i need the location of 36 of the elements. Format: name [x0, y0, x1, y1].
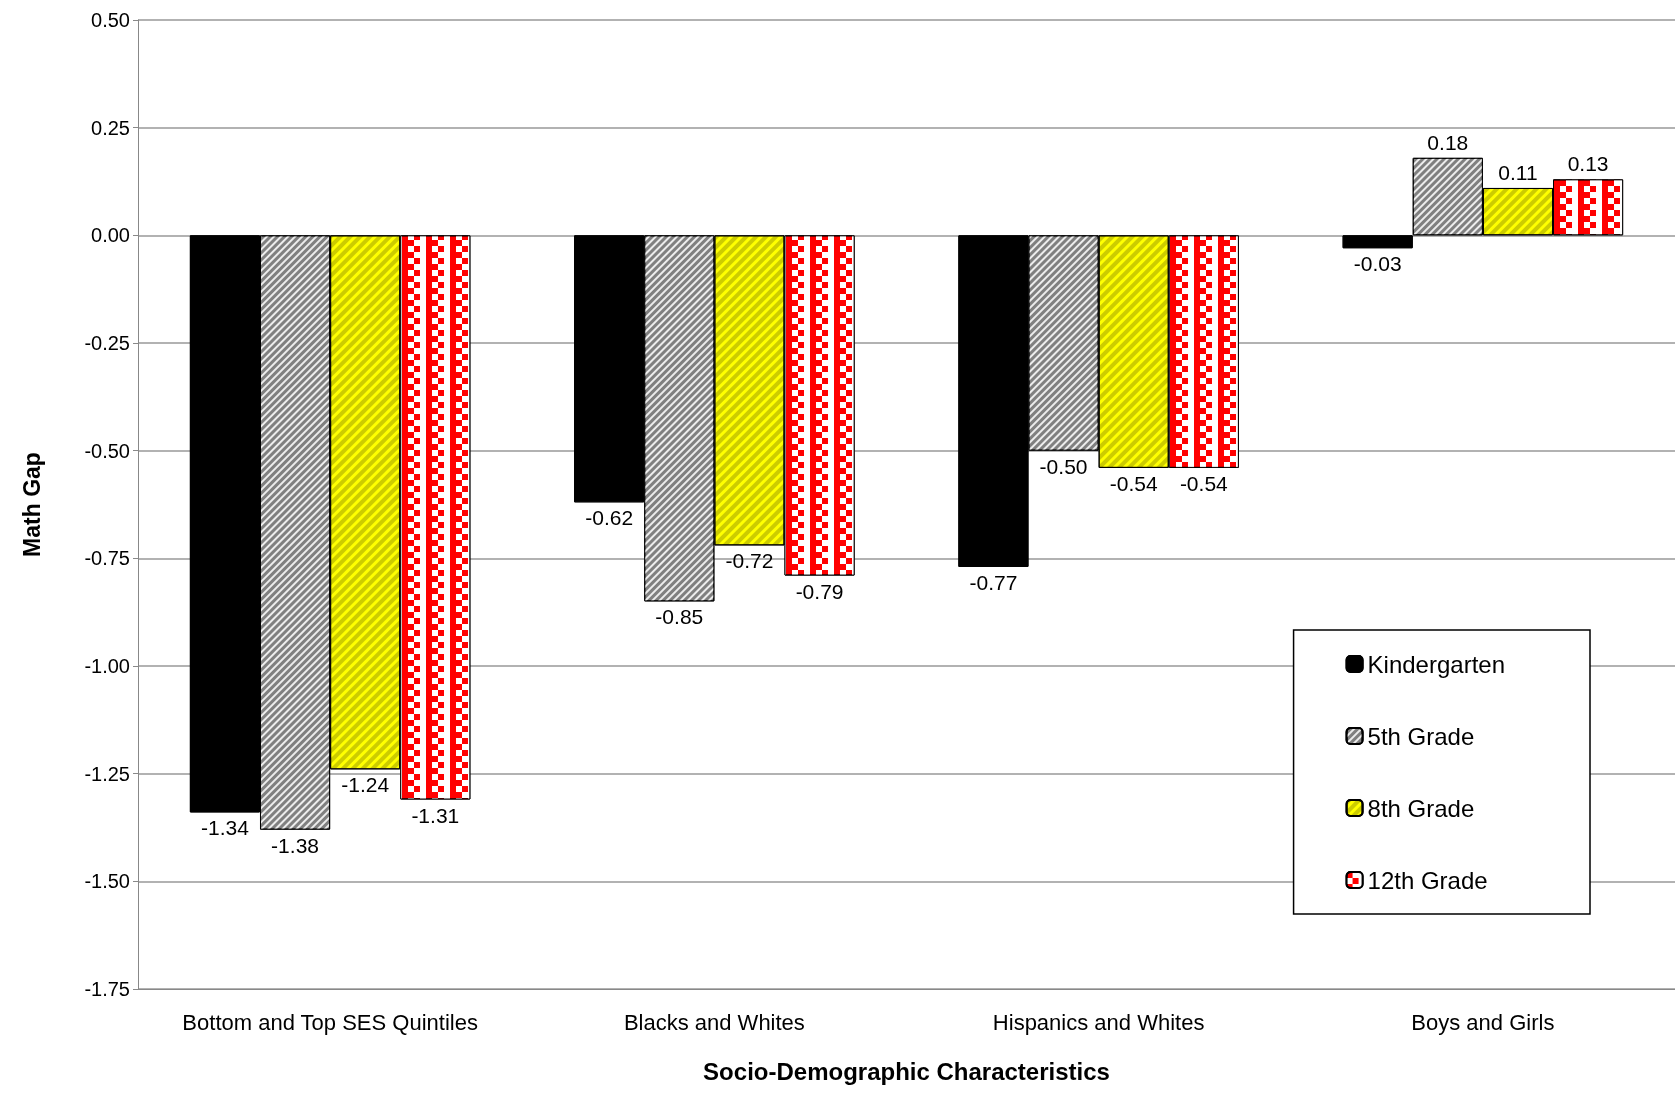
- data-label: 0.11: [1498, 160, 1538, 184]
- data-label: -0.79: [795, 579, 844, 603]
- y-tick-label: -1.50: [84, 870, 130, 893]
- y-axis-title: Math Gap: [18, 452, 45, 557]
- y-tick-label: -1.75: [84, 978, 130, 1000]
- data-label: -0.77: [969, 570, 1018, 594]
- y-tick-label: 0.25: [91, 116, 130, 139]
- y-tick-label: -0.25: [84, 332, 130, 354]
- x-axis-title: Socio-Demographic Characteristics: [703, 1057, 1110, 1085]
- legend-label: 12th Grade: [1367, 866, 1488, 894]
- y-tick-label: -0.50: [84, 439, 130, 462]
- x-tick-label: Blacks and Whites: [623, 1009, 805, 1035]
- data-label: -0.54: [1109, 471, 1158, 495]
- data-label: -0.03: [1353, 252, 1402, 276]
- data-label: -1.34: [201, 816, 250, 840]
- data-label: 0.13: [1567, 152, 1609, 176]
- x-tick-label: Boys and Girls: [1411, 1009, 1555, 1035]
- x-tick-label: Hispanics and Whites: [992, 1009, 1205, 1035]
- data-label: -1.31: [411, 803, 460, 827]
- data-label: -1.38: [271, 833, 319, 857]
- y-tick-label: -1.25: [84, 762, 130, 785]
- data-label: -0.62: [585, 506, 634, 530]
- legend-label: 8th Grade: [1367, 794, 1475, 822]
- data-label: -1.24: [341, 773, 390, 797]
- y-tick-label: -0.75: [84, 547, 130, 570]
- data-label: -0.50: [1039, 454, 1088, 478]
- x-tick-label: Bottom and Top SES Quintiles: [182, 1009, 478, 1035]
- legend-label: 5th Grade: [1367, 722, 1475, 750]
- y-tick-label: -1.00: [84, 655, 130, 677]
- y-tick-label: 0.50: [91, 9, 130, 31]
- data-label: -0.54: [1179, 471, 1229, 495]
- y-tick-label: 0.00: [91, 224, 130, 247]
- legend-label: Kindergarten: [1367, 650, 1506, 678]
- data-label: -0.85: [655, 605, 704, 629]
- data-label: -0.72: [725, 549, 774, 573]
- data-label: 0.18: [1427, 130, 1469, 154]
